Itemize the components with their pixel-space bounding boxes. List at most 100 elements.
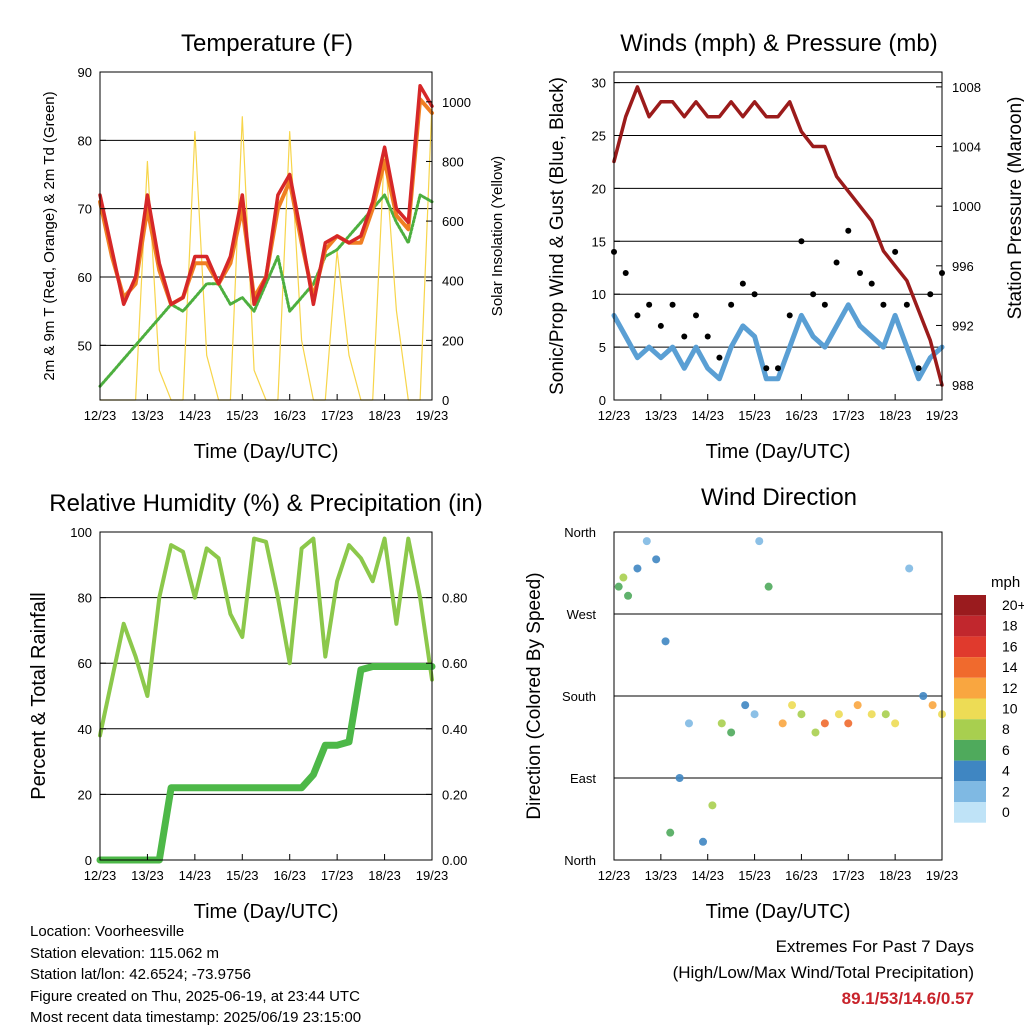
direction-y-tick-label: South	[562, 689, 596, 704]
solar-ylabel: Solar Insolation (Yellow)	[489, 156, 506, 316]
legend-swatch	[954, 595, 986, 616]
direction-x-tick-label: 14/23	[691, 868, 724, 883]
legend-label: 14	[1002, 659, 1018, 675]
legend-label: 10	[1002, 701, 1018, 717]
winds-pressure-chart: Winds (mph) & Pressure (mb) 0 5 10 15 20 25 30…	[547, 30, 1024, 463]
legend-swatch	[954, 615, 986, 637]
temperature-y-ticks: 50 60 70 80 90	[78, 65, 106, 353]
gust-point	[763, 365, 770, 372]
precip-y2-tick-label: 0.40	[442, 722, 467, 737]
temperature-x-tick-label: 12/23	[84, 408, 117, 423]
direction-point	[764, 582, 773, 591]
gust-point	[868, 280, 875, 287]
direction-y-ticks: North West South East North	[562, 525, 620, 868]
figure-created: Figure created on Thu, 2025-06-19, at 23…	[30, 987, 360, 1005]
direction-point	[778, 719, 787, 728]
winds-title: Winds (mph) & Pressure (mb)	[620, 30, 937, 57]
winds-y-tick-label: 0	[599, 393, 606, 408]
gust-point	[716, 354, 723, 361]
legend-label: 12	[1002, 680, 1018, 696]
solar-y2-tick-label: 400	[442, 274, 464, 289]
extremes-values: 89.1/53/14.6/0.57	[841, 989, 974, 1008]
gust-point	[622, 270, 629, 277]
legend-label: 16	[1002, 638, 1018, 654]
temperature-y-tick-label: 80	[78, 133, 92, 148]
extremes-title: Extremes For Past 7 Days	[775, 937, 974, 956]
precip-y2-tick-label: 0.20	[442, 787, 467, 802]
temperature-x-tick-label: 13/23	[131, 408, 164, 423]
direction-x-tick-label: 12/23	[598, 868, 631, 883]
direction-point	[708, 801, 717, 810]
legend-swatch	[954, 636, 986, 658]
solar-series	[99, 101, 433, 401]
direction-point	[666, 828, 675, 837]
direction-point	[717, 719, 726, 728]
extremes-subtitle: (High/Low/Max Wind/Total Precipitation)	[672, 963, 974, 982]
pressure-y-ticks: 988 992 996 1000 1004 1008	[936, 80, 981, 393]
pressure-y2-tick-label: 1008	[952, 80, 981, 95]
humidity-x-tick-label: 15/23	[226, 868, 259, 883]
humidity-x-tick-label: 18/23	[368, 868, 401, 883]
pressure-y2-tick-label: 996	[952, 259, 974, 274]
winds-x-tick-label: 14/23	[691, 408, 724, 423]
direction-point	[684, 719, 693, 728]
temperature-x-tick-label: 18/23	[368, 408, 401, 423]
solar-line	[99, 101, 433, 401]
gust-point	[845, 227, 852, 234]
precip-line	[96, 663, 436, 864]
precip-y2-tick-label: 0.80	[442, 591, 467, 606]
legend-swatch	[954, 739, 986, 761]
wind-direction-chart: Wind Direction North West South East North 1…	[524, 484, 1024, 923]
direction-point	[619, 573, 628, 582]
humidity-gridlines	[100, 531, 432, 861]
gust-point	[751, 291, 758, 298]
winds-x-tick-label: 15/23	[738, 408, 771, 423]
direction-x-tick-label: 17/23	[832, 868, 865, 883]
solar-y2-tick-label: 800	[442, 154, 464, 169]
humidity-y-tick-label: 60	[78, 656, 92, 671]
humidity-x-tick-label: 12/23	[84, 868, 117, 883]
station-elevation: Station elevation: 115.062 m	[30, 944, 220, 962]
legend-label: 0	[1002, 804, 1010, 820]
direction-x-ticks: 12/23 13/23 14/23 15/23 16/23 17/23 18/23 19/23	[598, 854, 959, 883]
direction-point	[661, 637, 670, 646]
humidity-y-tick-label: 100	[70, 525, 92, 540]
station-latlon: Station lat/lon: 42.6524; -73.9756	[30, 966, 252, 983]
winds-y-tick-label: 20	[592, 181, 606, 196]
direction-series	[614, 537, 946, 846]
solar-y2-tick-label: 0	[442, 393, 449, 408]
gust-point	[681, 333, 688, 340]
gust-point	[739, 280, 746, 287]
direction-x-tick-label: 19/23	[926, 868, 959, 883]
winds-y-tick-label: 25	[592, 128, 606, 143]
extremes-box: Extremes For Past 7 Days (High/Low/Max W…	[673, 934, 974, 1012]
winds-plot-frame	[613, 71, 943, 401]
gust-point	[693, 312, 699, 319]
temperature-title: Temperature (F)	[181, 30, 353, 57]
speed-legend: 20+ 18 16 14 12 10 8 6 4 2 0	[954, 595, 1024, 823]
winds-y-tick-label: 15	[592, 234, 606, 249]
winds-y-tick-label: 10	[592, 287, 606, 302]
humidity-y-tick-label: 20	[78, 787, 92, 802]
direction-point	[811, 728, 820, 737]
direction-point	[750, 710, 759, 719]
gust-point	[810, 291, 817, 298]
gust-point	[634, 312, 641, 319]
gust-point	[892, 248, 899, 255]
humidity-x-tick-label: 13/23	[131, 868, 164, 883]
humidity-x-tick-label: 17/23	[321, 868, 354, 883]
legend-label: 8	[1002, 721, 1010, 737]
station-location: Location: Voorheesville	[30, 923, 185, 940]
rh-line	[98, 536, 434, 738]
gust-point	[646, 301, 653, 308]
direction-ylabel: Direction (Colored By Speed)	[524, 572, 545, 819]
direction-point	[928, 701, 937, 710]
direction-point	[891, 719, 900, 728]
direction-x-tick-label: 13/23	[645, 868, 678, 883]
humidity-y-tick-label: 40	[78, 722, 92, 737]
temperature-xlabel: Time (Day/UTC)	[194, 441, 339, 463]
direction-point	[853, 701, 862, 710]
legend-label: 20+	[1002, 597, 1024, 613]
gust-point	[775, 365, 781, 372]
